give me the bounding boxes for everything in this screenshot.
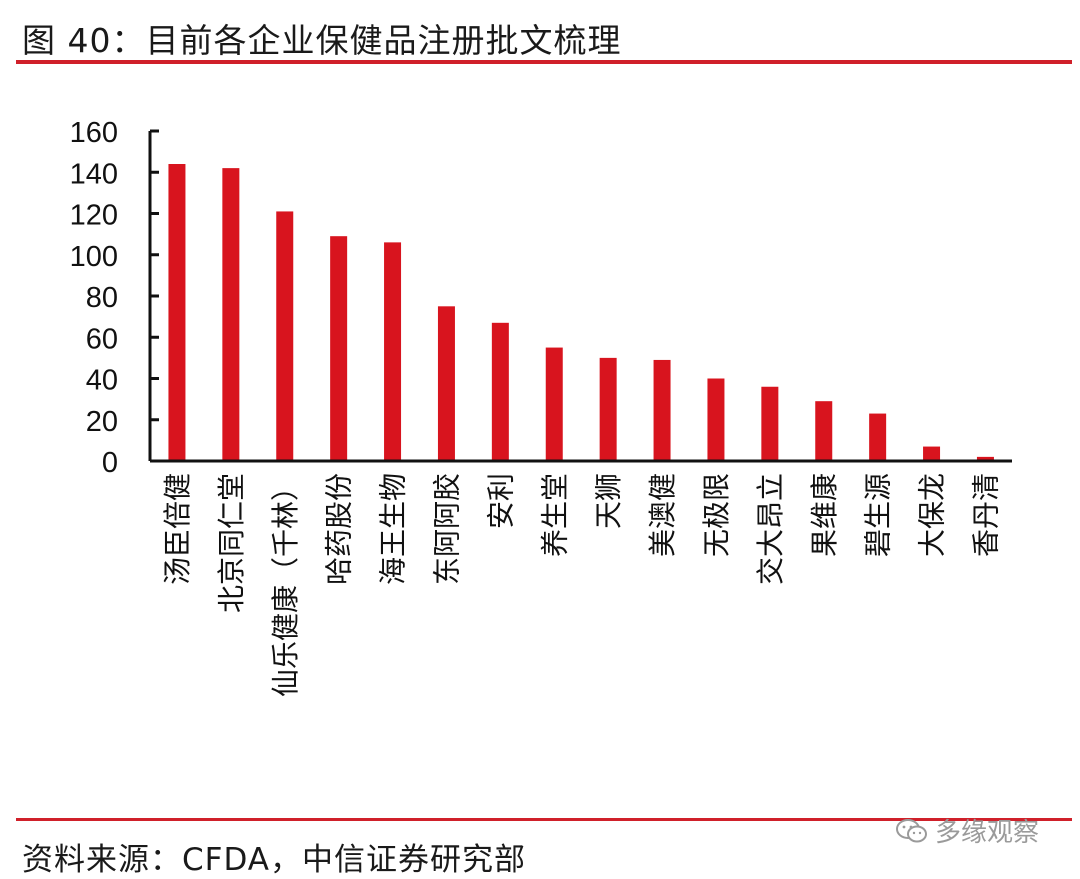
x-tick-label: 天狮 xyxy=(592,473,625,529)
bar-chart: 0 20 40 60 80 100 120 140 160 汤臣倍健 北京同仁堂 仙乐健康（千林） 哈… xyxy=(70,117,1012,697)
watermark-text: 多缘观察 xyxy=(935,818,1040,848)
bar xyxy=(168,164,186,461)
bar xyxy=(276,211,294,461)
y-tick-label: 140 xyxy=(70,158,118,190)
y-tick-label: 40 xyxy=(86,365,118,397)
y-tick-label: 160 xyxy=(70,117,118,149)
bar xyxy=(923,446,941,461)
x-tick-label: 美澳健 xyxy=(646,473,679,557)
x-tick-label: 北京同仁堂 xyxy=(215,473,248,613)
x-tick-label: 无极限 xyxy=(700,473,733,557)
bars xyxy=(168,164,994,461)
title-divider xyxy=(16,60,1072,64)
y-tick-label: 60 xyxy=(86,323,118,355)
bar xyxy=(384,242,402,461)
bar xyxy=(222,168,240,461)
x-tick-label: 汤臣倍健 xyxy=(161,473,194,585)
bar xyxy=(653,359,671,461)
x-tick-label: 碧生源 xyxy=(862,473,895,557)
y-tick-label: 0 xyxy=(102,447,118,479)
bar xyxy=(815,401,833,461)
y-tick-label: 100 xyxy=(70,241,118,273)
x-tick-label: 交大昂立 xyxy=(754,473,787,585)
x-tick-label: 海王生物 xyxy=(377,473,410,585)
y-tick-label: 80 xyxy=(86,282,118,314)
x-tick-label: 仙乐健康（千林） xyxy=(269,473,302,697)
bar xyxy=(707,378,725,461)
y-axis: 0 20 40 60 80 100 120 140 160 xyxy=(70,117,159,479)
bar xyxy=(437,306,455,461)
y-tick-label: 20 xyxy=(86,406,118,438)
y-tick-label: 120 xyxy=(70,200,118,232)
bar xyxy=(976,456,994,461)
bar xyxy=(761,386,779,461)
x-tick-label: 果维康 xyxy=(808,473,841,557)
x-tick-label: 香丹清 xyxy=(969,473,1002,557)
x-tick-label: 安利 xyxy=(484,473,517,529)
figure-title: 图 40：目前各企业保健品注册批文梳理 xyxy=(22,21,622,60)
source-note: 资料来源：CFDA，中信证券研究部 xyxy=(22,842,527,878)
x-axis: 汤臣倍健 北京同仁堂 仙乐健康（千林） 哈药股份 海王生物 东阿阿胶 安利 养生堂 天狮 美澳健无… xyxy=(150,459,1012,697)
footer-divider xyxy=(16,818,1072,821)
x-tick-label: 养生堂 xyxy=(538,473,571,557)
bar xyxy=(491,322,509,461)
x-tick-label: 东阿阿胶 xyxy=(430,473,463,585)
x-tick-label: 哈药股份 xyxy=(323,473,356,585)
watermark: 多缘观察 xyxy=(895,812,1039,849)
bar xyxy=(869,413,887,461)
bar xyxy=(599,357,617,461)
wechat-icon xyxy=(896,818,927,842)
bar xyxy=(330,236,348,461)
bar xyxy=(545,347,563,461)
x-tick-label: 大保龙 xyxy=(916,473,949,557)
